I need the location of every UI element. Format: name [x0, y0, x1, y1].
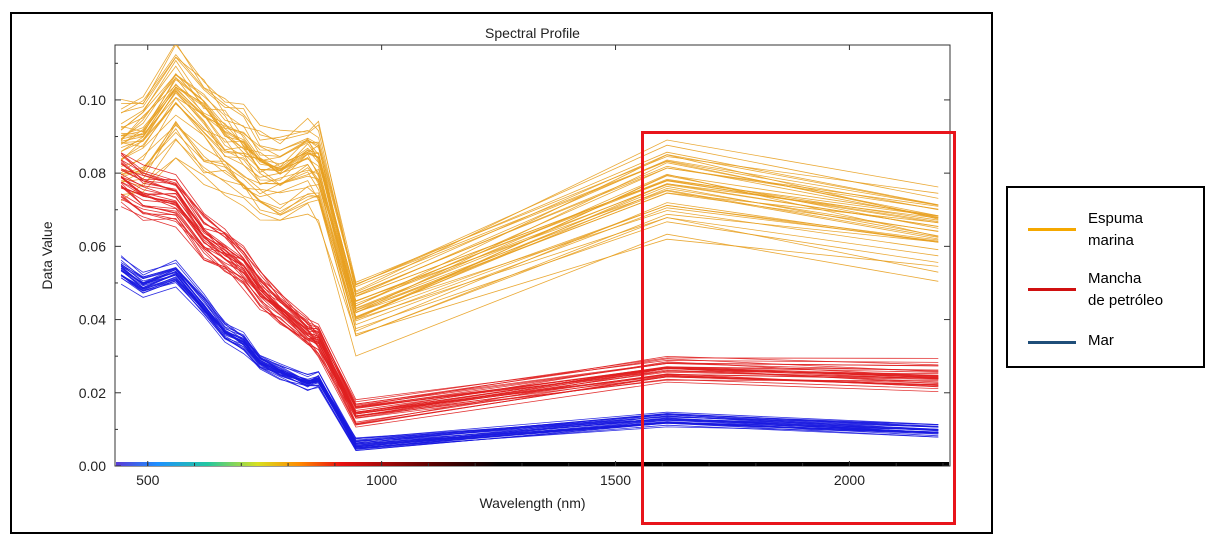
series-line	[120, 45, 939, 283]
chart-title: Spectral Profile	[485, 25, 580, 41]
series-line	[120, 56, 939, 286]
y-tick-label: 0.00	[79, 458, 106, 474]
series-line	[121, 78, 939, 307]
y-tick-label: 0.06	[79, 238, 106, 254]
x-axis-label: Wavelength (nm)	[479, 495, 585, 511]
series-line	[120, 53, 939, 286]
spectral-profile-chart: Spectral Profile 500 1000 1500 2000 0.00 0.02 0…	[39, 25, 951, 511]
series-line	[120, 157, 939, 335]
series-line	[120, 270, 939, 440]
x-tick-label: 2000	[834, 472, 865, 488]
series-line	[121, 123, 939, 326]
series-line	[121, 76, 939, 313]
series-line	[120, 186, 939, 411]
series-line	[121, 45, 939, 292]
y-tick-label: 0.02	[79, 385, 106, 401]
series-line	[120, 274, 939, 444]
x-tick-label: 1000	[366, 472, 397, 488]
legend-swatch-espuma-marina	[1028, 228, 1076, 231]
series-line	[120, 139, 939, 337]
series-line	[120, 163, 939, 409]
series-line	[121, 97, 939, 311]
series-line	[120, 176, 939, 407]
series-line	[120, 263, 939, 447]
series-line	[120, 186, 939, 415]
series-line	[120, 195, 939, 413]
series-line	[120, 186, 939, 415]
y-tick-label: 0.08	[79, 165, 106, 181]
series-line	[120, 186, 939, 418]
series-line	[120, 181, 939, 425]
y-tick-label: 0.04	[79, 312, 106, 328]
series-line	[120, 274, 939, 445]
series-mancha-de-petr-leo	[120, 152, 939, 428]
series-line	[120, 267, 939, 449]
series-line	[120, 65, 939, 297]
series-line	[120, 206, 939, 419]
series-line	[121, 88, 939, 320]
legend-swatch-mancha-de-petroleo	[1028, 288, 1076, 291]
legend-label-mar: Mar	[1088, 332, 1114, 349]
series-line	[120, 74, 939, 314]
series-line	[120, 152, 939, 403]
series-line	[120, 128, 939, 330]
series-line	[120, 269, 939, 442]
y-axis-label: Data Value	[39, 221, 55, 289]
series-line	[120, 274, 939, 442]
series-line	[120, 264, 939, 448]
series-line	[120, 169, 939, 405]
series-line	[120, 92, 939, 302]
y-tick-label: 0.10	[79, 92, 106, 108]
series-line	[121, 120, 939, 322]
series-mar	[120, 255, 939, 452]
spectrum-bar	[116, 462, 949, 466]
series-espuma-marina	[120, 45, 939, 357]
series-line	[120, 90, 939, 319]
series-line	[120, 268, 939, 443]
series-line	[120, 84, 939, 295]
series-line	[120, 274, 939, 441]
x-tick-label: 1500	[600, 472, 631, 488]
series-line	[120, 201, 939, 426]
series-line	[120, 101, 939, 332]
series-line	[120, 265, 939, 446]
legend-label-espuma-marina: Espuma marina	[1088, 210, 1144, 249]
series-line	[120, 168, 939, 413]
series-line	[120, 266, 939, 439]
x-tick-label: 500	[136, 472, 160, 488]
legend-swatch-mar	[1028, 341, 1076, 344]
series-line	[120, 131, 939, 337]
series-line	[120, 193, 939, 428]
series-line	[120, 266, 939, 445]
series-line	[120, 177, 939, 417]
legend: Espuma marina Mancha de petróleo Mar	[1006, 186, 1205, 368]
legend-label-mancha-de-petroleo: Mancha de petróleo	[1088, 270, 1164, 309]
chart-frame	[10, 12, 993, 534]
series-line	[120, 73, 939, 288]
